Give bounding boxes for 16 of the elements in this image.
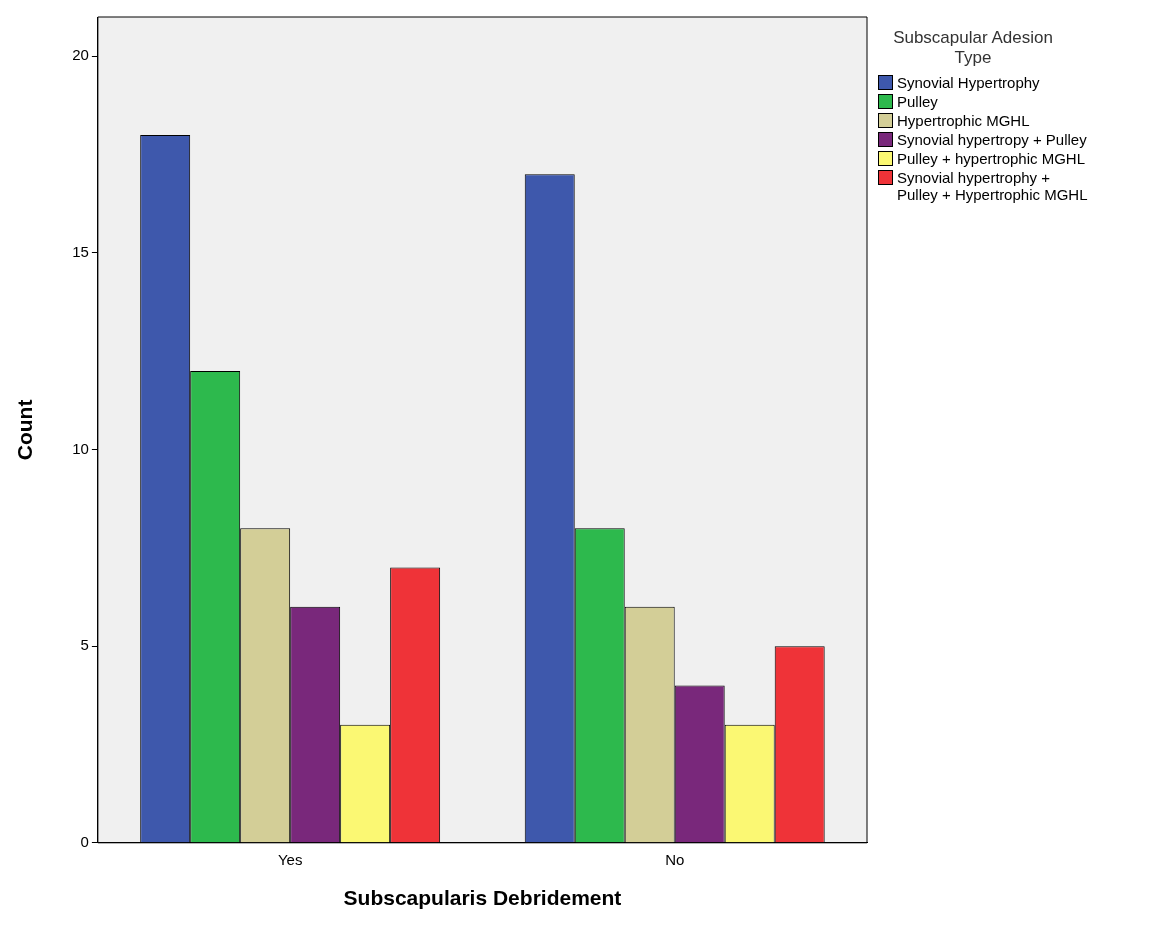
x-axis-title: Subscapularis Debridement xyxy=(343,886,622,910)
y-tick-label: 20 xyxy=(72,46,89,64)
y-tick-label: 5 xyxy=(80,636,89,654)
x-tick-label: No xyxy=(665,850,685,868)
y-axis-title: Count xyxy=(13,399,37,461)
legend-label: Hypertrophic MGHL xyxy=(897,112,1031,129)
y-tick-label: 15 xyxy=(72,243,89,261)
legend-label: Synovial hypertrophy + Pulley + Hypertrophic MGHL xyxy=(897,169,1089,203)
legend-label: Synovial hypertropy + Pulley xyxy=(897,131,1088,148)
y-tick-label: 10 xyxy=(72,439,89,457)
legend-label: Synovial Hypertrophy xyxy=(897,74,1041,91)
legend-label: Pulley + hypertrophic MGHL xyxy=(897,150,1086,167)
y-tick-label: 0 xyxy=(80,832,89,850)
legend-label: Pulley xyxy=(897,93,939,110)
x-tick-label: Yes xyxy=(277,850,303,868)
legend-title: Subscapular Adesion Type xyxy=(892,28,1054,68)
